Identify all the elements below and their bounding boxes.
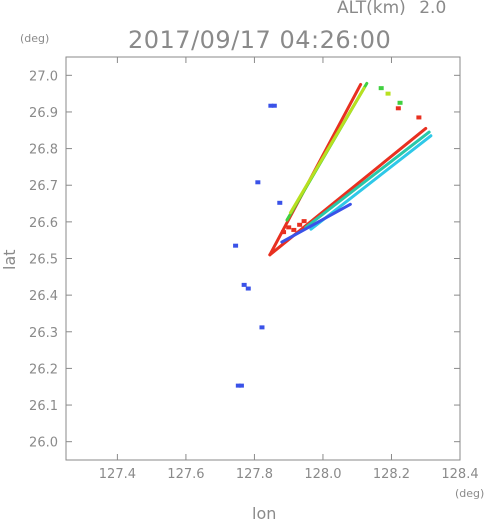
x-tick-label: 128.2 [373,467,410,482]
echo-point [297,222,303,227]
altitude-label-text: ALT(km) [337,0,406,18]
timestamp-title: 2017/09/17 04:26:00 [128,26,392,54]
echo-band [304,130,431,229]
y-tick-label: 26.9 [29,106,58,121]
y-tick-label: 26.6 [29,216,58,231]
plot-frame [65,56,461,461]
x-tick-label: 127.8 [236,467,273,482]
echo-band [280,202,352,244]
echo-point [235,383,241,388]
y-tick-label: 26.2 [29,362,58,377]
echo-point [241,282,247,287]
echo-point [245,286,251,291]
echo-point [286,225,292,230]
echo-point [395,106,401,111]
echo-point [378,86,384,91]
echo-point [397,100,403,105]
echo-point [255,180,261,185]
echo-point [238,383,244,388]
y-tick-label: 26.4 [29,289,58,304]
altitude-label: ALT(km) 2.0 [337,0,446,18]
echo-point [281,230,287,235]
y-tick-label: 27.0 [29,69,58,84]
y-tick-label: 26.7 [29,179,58,194]
y-tick-label: 26.5 [29,253,58,268]
echo-point [259,325,265,330]
x-unit-label: (deg) [455,487,485,500]
echo-band [288,86,366,215]
y-tick-label: 26.0 [29,436,58,451]
x-tick-label: 128.4 [441,467,478,482]
y-tick-label: 26.1 [29,399,58,414]
echo-point [301,219,307,224]
x-tick-label: 127.6 [167,467,204,482]
y-tick-label: 26.8 [29,143,58,158]
echo-point [385,91,391,96]
y-axis-label: lat [0,249,19,270]
echo-point [291,227,297,232]
echo-point [233,243,239,248]
altitude-value: 2.0 [419,0,447,18]
x-tick-label: 128.0 [304,467,341,482]
y-tick-label: 26.3 [29,326,58,341]
y-unit-label: (deg) [20,32,50,45]
echo-point [268,103,274,108]
x-tick-label: 127.4 [99,467,136,482]
x-axis-label: lon [252,504,277,523]
echo-point [416,115,422,120]
echo-point [277,200,283,205]
echo-point [271,103,277,108]
